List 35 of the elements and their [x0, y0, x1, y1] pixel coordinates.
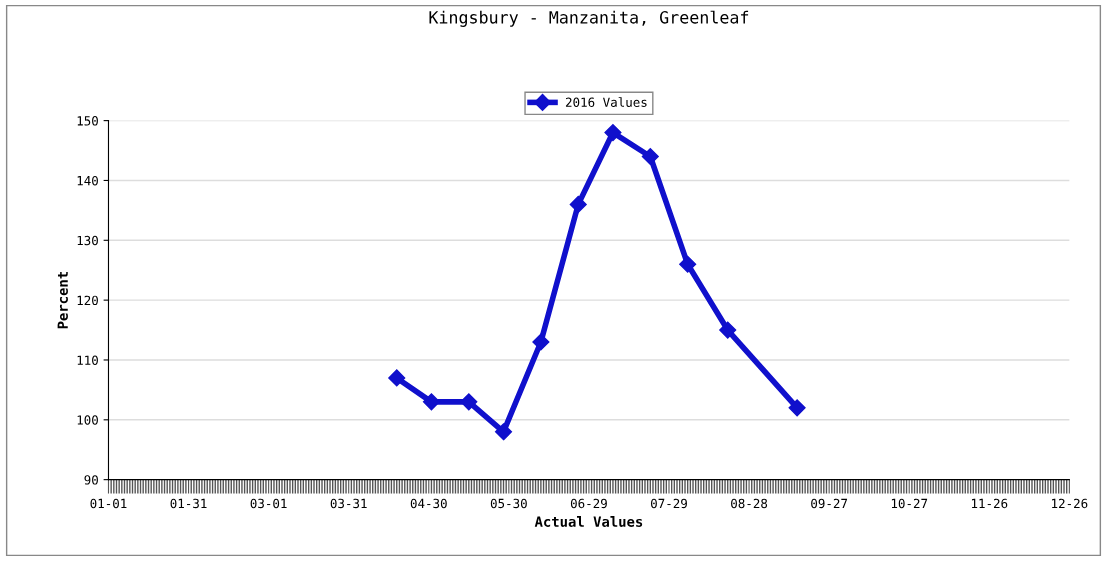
legend-label: 2016 Values	[565, 97, 647, 107]
y-axis-title: Percent	[57, 271, 68, 329]
y-tick-label: 130	[77, 235, 98, 246]
point	[460, 393, 478, 411]
point	[788, 399, 806, 417]
y-tick-label: 100	[77, 415, 98, 425]
x-tick-label: 01-01	[90, 498, 127, 509]
x-tick-label: 03-01	[250, 498, 287, 509]
x-axis-title: Actual Values	[534, 516, 643, 527]
chart-title: Kingsbury - Manzanita, Greenleaf	[429, 10, 749, 27]
x-tick-label: 01-31	[170, 498, 207, 509]
point	[604, 124, 622, 142]
x-tick-label: 10-27	[891, 498, 928, 509]
y-tick-label: 90	[84, 475, 98, 485]
y-tick-label: 140	[77, 175, 98, 186]
y-tick-label: 120	[77, 295, 98, 306]
x-tick-label: 06-29	[570, 498, 607, 509]
point	[679, 255, 697, 273]
x-tick-label: 12-26	[1052, 498, 1088, 509]
point	[569, 195, 587, 213]
x-tick-label: 08-28	[731, 498, 768, 509]
point	[719, 321, 737, 339]
point	[422, 393, 440, 411]
point	[641, 147, 659, 166]
x-tick-label: 09-27	[811, 498, 848, 509]
point	[494, 423, 513, 441]
x-tick-label: 03-31	[330, 498, 367, 509]
y-tick-label: 150	[77, 116, 98, 126]
point	[532, 333, 550, 351]
x-tick-label: 05-30	[490, 498, 527, 509]
point	[388, 369, 406, 387]
x-tick-label: 11-26	[971, 498, 1008, 509]
x-tick-label: 04-30	[410, 498, 447, 509]
y-tick-label: 110	[77, 355, 98, 365]
x-tick-label: 07-29	[651, 498, 687, 509]
